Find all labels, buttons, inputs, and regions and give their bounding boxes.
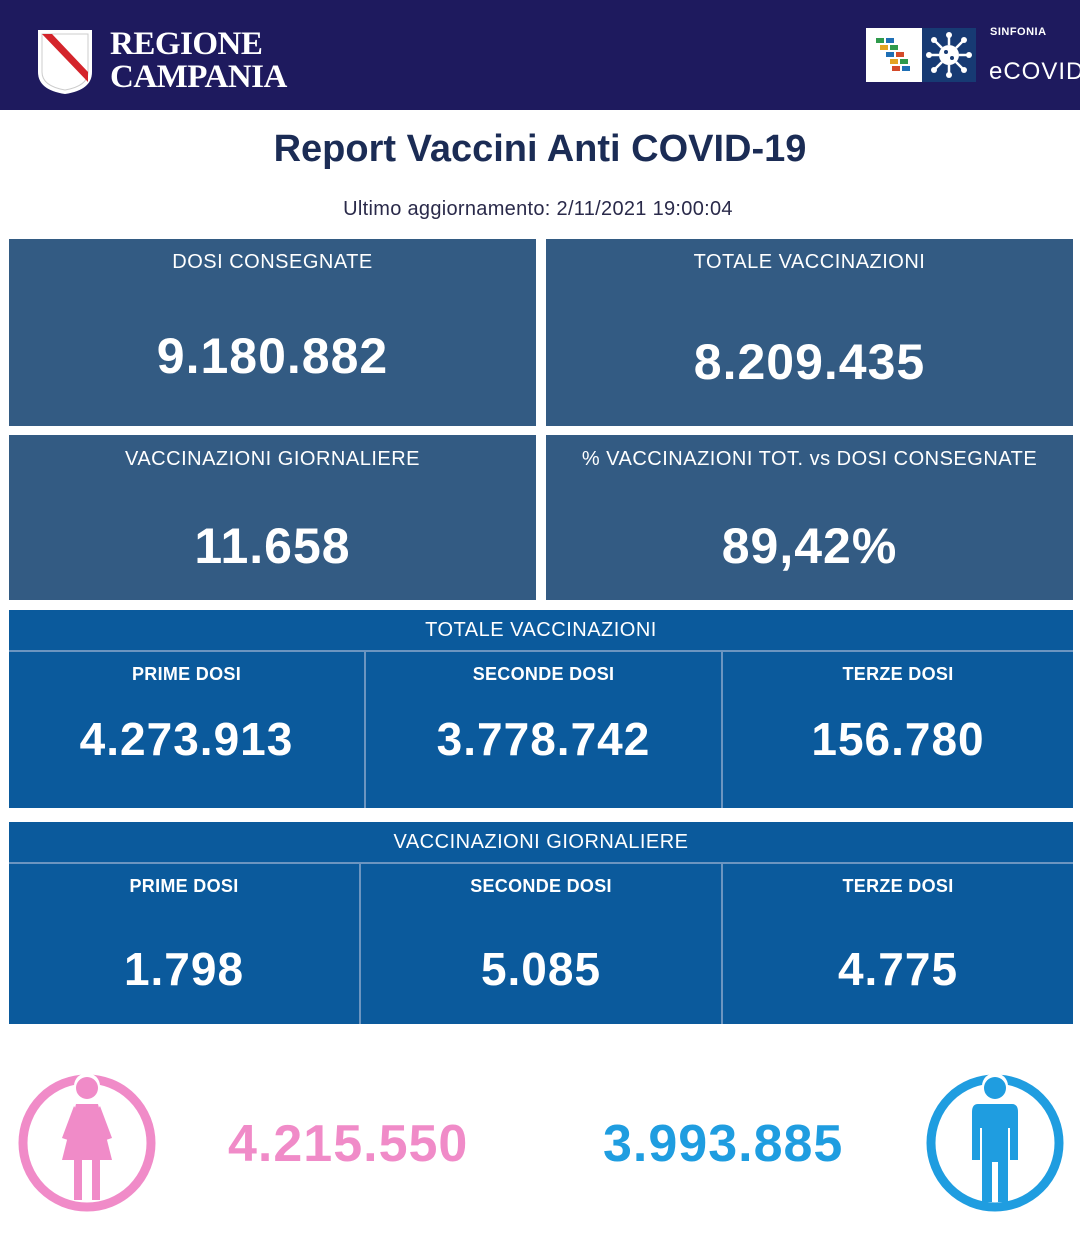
logo-text: REGIONE CAMPANIA	[110, 28, 287, 94]
logo-line2: CAMPANIA	[110, 59, 287, 95]
male-vaccinations-value: 3.993.885	[603, 1115, 844, 1173]
section-vaccinazioni-giornaliere: VACCINAZIONI GIORNALIERE PRIME DOSI 1.79…	[9, 822, 1073, 1024]
cell-seconde-dosi: SECONDE DOSI 5.085	[361, 864, 721, 1024]
card-percentuale: % VACCINAZIONI TOT. vs DOSI CONSEGNATE 8…	[546, 435, 1073, 600]
card-dosi-consegnate: DOSI CONSEGNATE 9.180.882	[9, 239, 536, 426]
virus-icon	[922, 28, 976, 82]
card-totale-vaccinazioni: TOTALE VACCINAZIONI 8.209.435	[546, 239, 1073, 426]
cell-value: 156.780	[811, 713, 985, 765]
cell-label: TERZE DOSI	[842, 876, 954, 896]
cell-label: SECONDE DOSI	[470, 876, 612, 896]
card-value: 9.180.882	[156, 328, 389, 384]
cell-value: 4.775	[837, 943, 959, 995]
card-value: 8.209.435	[693, 334, 926, 390]
card-label: % VACCINAZIONI TOT. vs DOSI CONSEGNATE	[581, 448, 1038, 470]
page-title: Report Vaccini Anti COVID-19	[273, 128, 807, 170]
card-label: TOTALE VACCINAZIONI	[693, 251, 926, 273]
section-title: VACCINAZIONI GIORNALIERE	[9, 822, 1073, 864]
regione-campania-shield-icon	[38, 30, 92, 94]
card-label: DOSI CONSEGNATE	[172, 251, 373, 273]
divider	[364, 652, 366, 808]
cell-label: TERZE DOSI	[842, 664, 954, 684]
cell-prime-dosi: PRIME DOSI 1.798	[9, 864, 359, 1024]
section-totale-vaccinazioni: TOTALE VACCINAZIONI PRIME DOSI 4.273.913…	[9, 610, 1073, 808]
ecovid-label: eCOVID	[989, 58, 1080, 85]
card-value: 89,42%	[721, 518, 898, 574]
sinfonia-logo	[866, 28, 976, 82]
female-vaccinations-value: 4.215.550	[228, 1115, 469, 1173]
sinfonia-label: SINFONIA	[990, 26, 1047, 38]
cell-value: 5.085	[480, 943, 602, 995]
logo-line1: REGIONE	[110, 26, 263, 62]
cell-value: 4.273.913	[79, 713, 294, 765]
cell-value: 1.798	[123, 943, 245, 995]
cell-seconde-dosi: SECONDE DOSI 3.778.742	[366, 652, 721, 808]
section-title: TOTALE VACCINAZIONI	[9, 610, 1073, 652]
female-icon	[18, 1073, 156, 1212]
card-vaccinazioni-giornaliere: VACCINAZIONI GIORNALIERE 11.658	[9, 435, 536, 600]
divider	[721, 864, 723, 1024]
male-icon	[926, 1073, 1064, 1212]
cell-label: PRIME DOSI	[129, 876, 239, 896]
card-value: 11.658	[194, 518, 351, 574]
header-bar: REGIONE CAMPANIA	[0, 0, 1080, 110]
cell-terze-dosi: TERZE DOSI 156.780	[723, 652, 1073, 808]
cell-terze-dosi: TERZE DOSI 4.775	[723, 864, 1073, 1024]
sinfonia-blocks-icon	[876, 38, 910, 71]
cell-prime-dosi: PRIME DOSI 4.273.913	[9, 652, 364, 808]
cell-label: PRIME DOSI	[131, 664, 241, 684]
last-update-text: Ultimo aggiornamento: 2/11/2021 19:00:04	[343, 198, 733, 220]
divider	[359, 864, 361, 1024]
divider	[721, 652, 723, 808]
cell-label: SECONDE DOSI	[472, 664, 615, 684]
card-label: VACCINAZIONI GIORNALIERE	[124, 448, 420, 470]
cell-value: 3.778.742	[436, 713, 651, 765]
